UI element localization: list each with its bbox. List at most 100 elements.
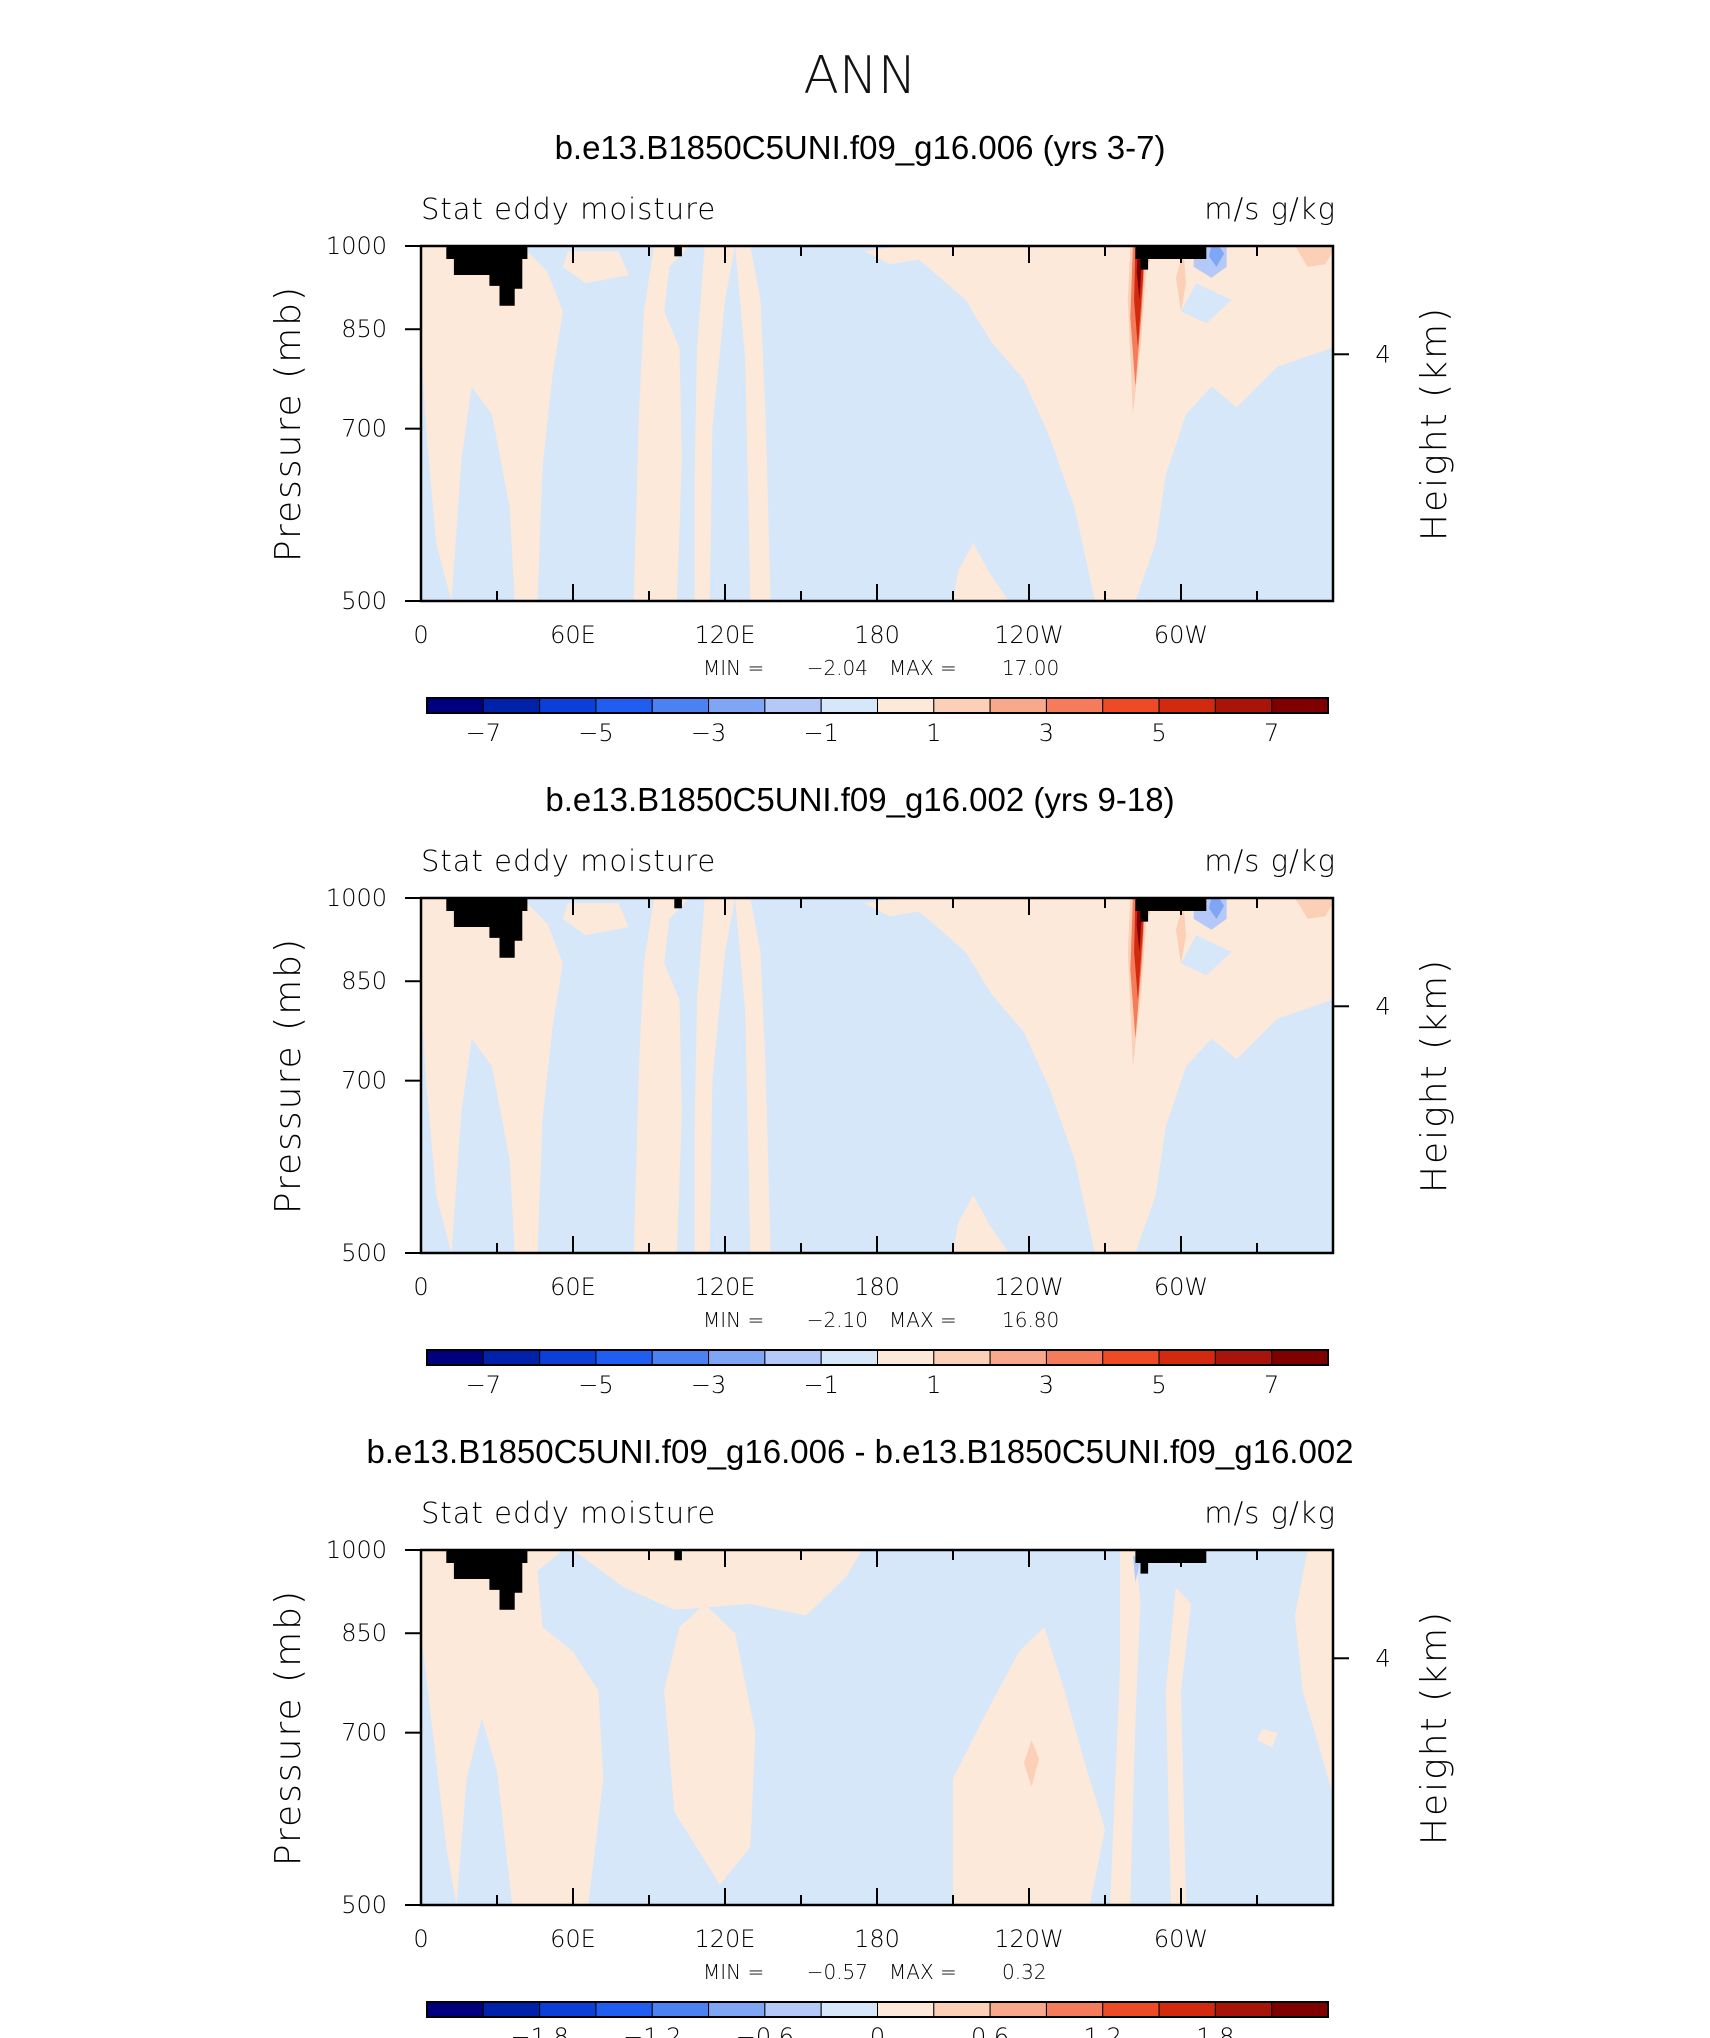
region-pos-0 [421,898,563,1253]
y-right-tick-label: 4 [1375,1644,1390,1672]
colorbar-swatch [651,2001,710,2018]
colorbar-label: 1 [926,719,941,747]
colorbar-swatch [539,1349,597,1366]
colorbar-label: −3 [691,1371,726,1399]
colorbar-swatch [764,2001,822,2018]
topo-andes [1135,898,1207,922]
region-pos-2 [573,1550,862,1616]
colorbar-swatch [1271,697,1329,714]
colorbar-label: 0 [870,2023,885,2038]
topo-africa [446,1550,528,1610]
colorbar-label: 1.8 [1196,2023,1234,2038]
colorbar-label: 1 [926,1371,941,1399]
region-pos-8 [1257,1729,1278,1748]
left-string: Stat eddy moisture [421,1496,716,1530]
colorbar-label: −1.2 [623,2023,681,2038]
colorbar-swatch [820,697,878,714]
min-label: MIN = [703,1308,764,1332]
colorbar-label: −1.8 [510,2023,568,2038]
colorbar-swatch [1271,1349,1329,1366]
region-pos-6 [953,1195,1009,1253]
colorbar-swatch [426,697,484,714]
region-pos-5 [902,246,1333,601]
panel-3: b.e13.B1850C5UNI.f09_g16.006 - b.e13.B18… [268,1433,1455,2038]
x-tick-label: 120W [994,621,1064,649]
y-tick-label: 850 [341,315,387,343]
max-value: 16.80 [1002,1308,1059,1332]
y-tick-label: 850 [341,967,387,995]
colorbar-swatch [1045,697,1104,714]
x-tick-label: 0 [413,1273,428,1301]
min-value: −2.10 [807,1308,868,1332]
colorbar-swatch [708,697,766,714]
min-value: −0.57 [807,1960,868,1984]
colorbar-swatch [539,2001,597,2018]
y-tick-label: 700 [341,1067,387,1095]
x-tick-label: 60E [550,1925,596,1953]
colorbar-swatch [708,1349,766,1366]
colorbar-swatch [426,1349,484,1366]
x-tick-label: 120W [994,1925,1064,1953]
colorbar-swatch [1045,1349,1104,1366]
region-pos-0 [421,246,563,601]
region-pos-7 [864,246,923,265]
x-tick-label: 120W [994,1273,1064,1301]
y-tick-label: 1000 [326,232,387,260]
colorbar-swatch [539,697,597,714]
x-tick-label: 60E [550,1273,596,1301]
x-tick-label: 180 [854,1925,900,1953]
y-tick-label: 700 [341,415,387,443]
y-right-tick-label: 4 [1375,340,1390,368]
colorbar-label: −5 [578,1371,613,1399]
x-tick-label: 120E [695,621,756,649]
colorbar-frame [426,697,1329,714]
colorbar-swatch [877,1349,935,1366]
y-tick-label: 500 [341,587,387,615]
colorbar-swatch [595,1349,653,1366]
region-pos-3 [694,898,736,1253]
region-pos-1 [664,1604,756,1885]
colorbar-label: 0.6 [971,2023,1009,2038]
y-tick-label: 850 [341,1619,387,1647]
colorbar-swatch [1102,697,1160,714]
y-right-axis-title: Height (km) [1414,1610,1455,1845]
colorbar-swatch [820,1349,878,1366]
topo-asia [674,1550,682,1561]
colorbar-label: 5 [1151,1371,1166,1399]
x-tick-label: 0 [413,621,428,649]
region-pos-10 [1175,903,1187,964]
topography [446,246,1207,306]
y-tick-label: 1000 [326,1536,387,1564]
x-tick-label: 180 [854,1273,900,1301]
figure-title: ANN [803,46,916,106]
y-right-tick-label: 4 [1375,992,1390,1020]
colorbar-swatch [651,1349,710,1366]
colorbar-label: 3 [1039,1371,1054,1399]
colorbar-swatch [595,2001,653,2018]
panel-title: b.e13.B1850C5UNI.f09_g16.006 - b.e13.B18… [366,1433,1353,1470]
colorbar-swatch [1158,1349,1216,1366]
topo-africa [446,898,528,958]
topo-africa [446,246,528,306]
colorbar-label: −7 [466,1371,501,1399]
min-label: MIN = [703,1960,764,1984]
region-pos-9 [1295,246,1333,267]
colorbar-label: 5 [1151,719,1166,747]
colorbar-swatch [595,697,653,714]
colorbar-swatch [933,697,991,714]
x-tick-label: 0 [413,1925,428,1953]
colorbar-label: 3 [1039,719,1054,747]
region-pos-7 [864,898,923,917]
colorbar-label: 1.2 [1084,2023,1122,2038]
colorbar-label: −1 [803,719,838,747]
max-label: MAX = [889,1960,957,1984]
y-axis-title: Pressure (mb) [268,285,309,562]
region-neg-2 [1181,283,1232,324]
colorbar-swatch [820,2001,878,2018]
colorbar-label: −0.6 [736,2023,794,2038]
right-string: m/s g/kg [1204,192,1336,226]
region-pos-9 [1295,898,1333,919]
right-string: m/s g/kg [1204,1496,1336,1530]
colorbar-label: −1 [803,1371,838,1399]
